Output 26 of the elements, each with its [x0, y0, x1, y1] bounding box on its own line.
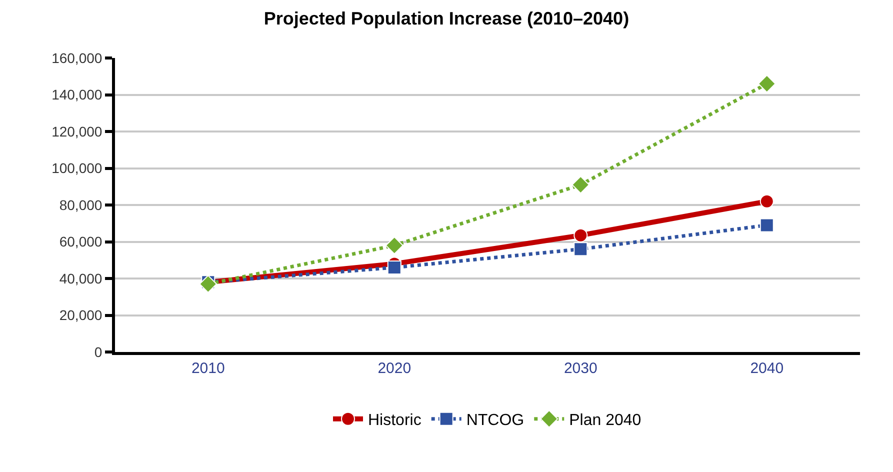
point — [574, 228, 588, 242]
y-tick-label: 80,000 — [59, 196, 102, 213]
point — [387, 260, 402, 274]
point — [199, 275, 218, 293]
point — [760, 218, 774, 232]
point — [574, 242, 588, 256]
point — [385, 236, 404, 254]
y-tick-label: 60,000 — [59, 234, 102, 250]
x-tick-label: 2020 — [378, 360, 412, 377]
point — [758, 74, 776, 93]
y-tick-label: 140,000 — [52, 86, 102, 103]
x-tick-label: 2030 — [564, 360, 598, 377]
y-tick-label: 0 — [94, 344, 102, 360]
x-tick-label: 2040 — [750, 360, 784, 377]
y-tick-label: 160,000 — [52, 50, 102, 66]
y-tick-label: 100,000 — [52, 160, 102, 176]
legend-label: NTCOG — [466, 412, 524, 430]
x-tick-label: 2010 — [191, 360, 225, 377]
y-tick-label: 120,000 — [52, 123, 102, 140]
chart-title: Projected Population Increase (2010–2040) — [264, 8, 630, 28]
point — [572, 176, 590, 194]
y-tick-label: 40,000 — [59, 270, 102, 286]
point — [760, 194, 774, 208]
legend-label: Plan 2040 — [569, 412, 642, 430]
y-tick-label: 20,000 — [59, 307, 102, 324]
legend-label: Historic — [368, 412, 422, 430]
